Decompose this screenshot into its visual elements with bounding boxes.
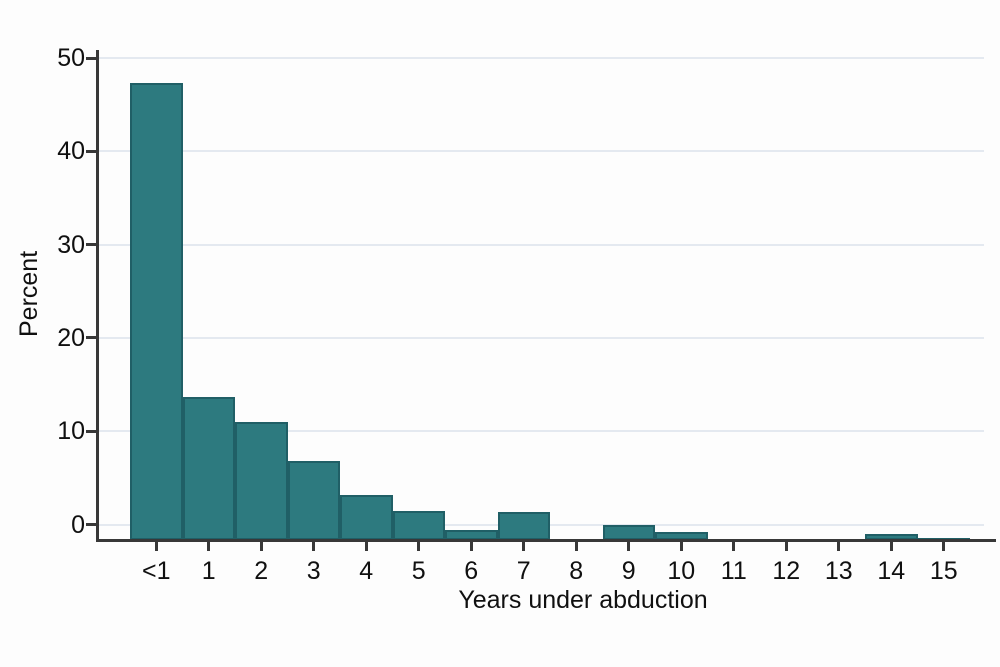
x-tick-label: 2: [254, 557, 269, 585]
y-tick-10: [86, 429, 98, 433]
y-tick-label: 30: [57, 230, 85, 259]
gridline-20: [99, 336, 984, 339]
x-tick-label: 10: [667, 557, 696, 585]
y-tick-0: [86, 523, 98, 526]
x-axis-title: Years under abduction: [458, 586, 708, 614]
x-tick-label: 8: [569, 557, 584, 585]
y-axis-title: Percent: [15, 250, 43, 338]
x-tick-4: [364, 542, 368, 551]
y-axis-line: [96, 50, 99, 542]
x-tick-1: [207, 542, 211, 551]
y-tick-label: 50: [57, 44, 85, 72]
x-tick-7: [522, 542, 526, 551]
x-tick-label: 14: [877, 557, 906, 585]
bar-4: [340, 494, 393, 541]
x-tick-label: 11: [720, 557, 747, 585]
x-tick-3: [312, 542, 316, 551]
x-tick-label: <1: [141, 557, 171, 585]
bar-<1: [130, 83, 183, 541]
x-tick-8: [574, 542, 578, 551]
x-tick-label: 6: [464, 557, 479, 585]
x-tick-label: 1: [201, 557, 216, 585]
x-tick-<1: [154, 542, 158, 551]
x-tick-label: 12: [772, 557, 801, 585]
gridline-50: [99, 57, 984, 59]
y-tick-20: [86, 336, 98, 340]
y-tick-label: 0: [71, 510, 85, 539]
y-tick-50: [86, 56, 98, 60]
x-tick-label: 4: [359, 557, 374, 585]
x-tick-11: [732, 542, 736, 551]
x-tick-6: [469, 542, 473, 551]
gridline-30: [99, 243, 984, 246]
x-tick-label: 13: [824, 557, 853, 585]
x-tick-label: 5: [411, 557, 426, 585]
x-tick-13: [837, 542, 841, 551]
gridline-40: [99, 150, 984, 153]
bar-5: [392, 511, 445, 541]
x-tick-12: [784, 542, 788, 551]
x-tick-14: [889, 542, 893, 551]
bar-2: [235, 421, 288, 541]
x-tick-label: 7: [516, 557, 531, 585]
bar-7: [497, 512, 550, 541]
x-tick-15: [942, 542, 946, 551]
x-tick-label: 15: [929, 557, 958, 585]
y-tick-40: [86, 149, 98, 153]
x-tick-5: [417, 542, 421, 551]
x-tick-2: [259, 542, 263, 551]
y-tick-label: 40: [57, 137, 85, 166]
x-tick-10: [679, 542, 683, 551]
x-tick-label: 9: [621, 557, 636, 585]
y-tick-label: 10: [57, 417, 85, 446]
y-tick-label: 20: [57, 323, 85, 352]
x-tick-9: [627, 542, 631, 551]
gridline-10: [99, 430, 984, 433]
bar-1: [182, 396, 235, 541]
bar-9: [602, 524, 655, 541]
y-tick-30: [86, 243, 98, 247]
x-axis-line: [96, 539, 996, 542]
x-tick-label: 3: [306, 557, 321, 585]
bar-3: [287, 461, 340, 541]
